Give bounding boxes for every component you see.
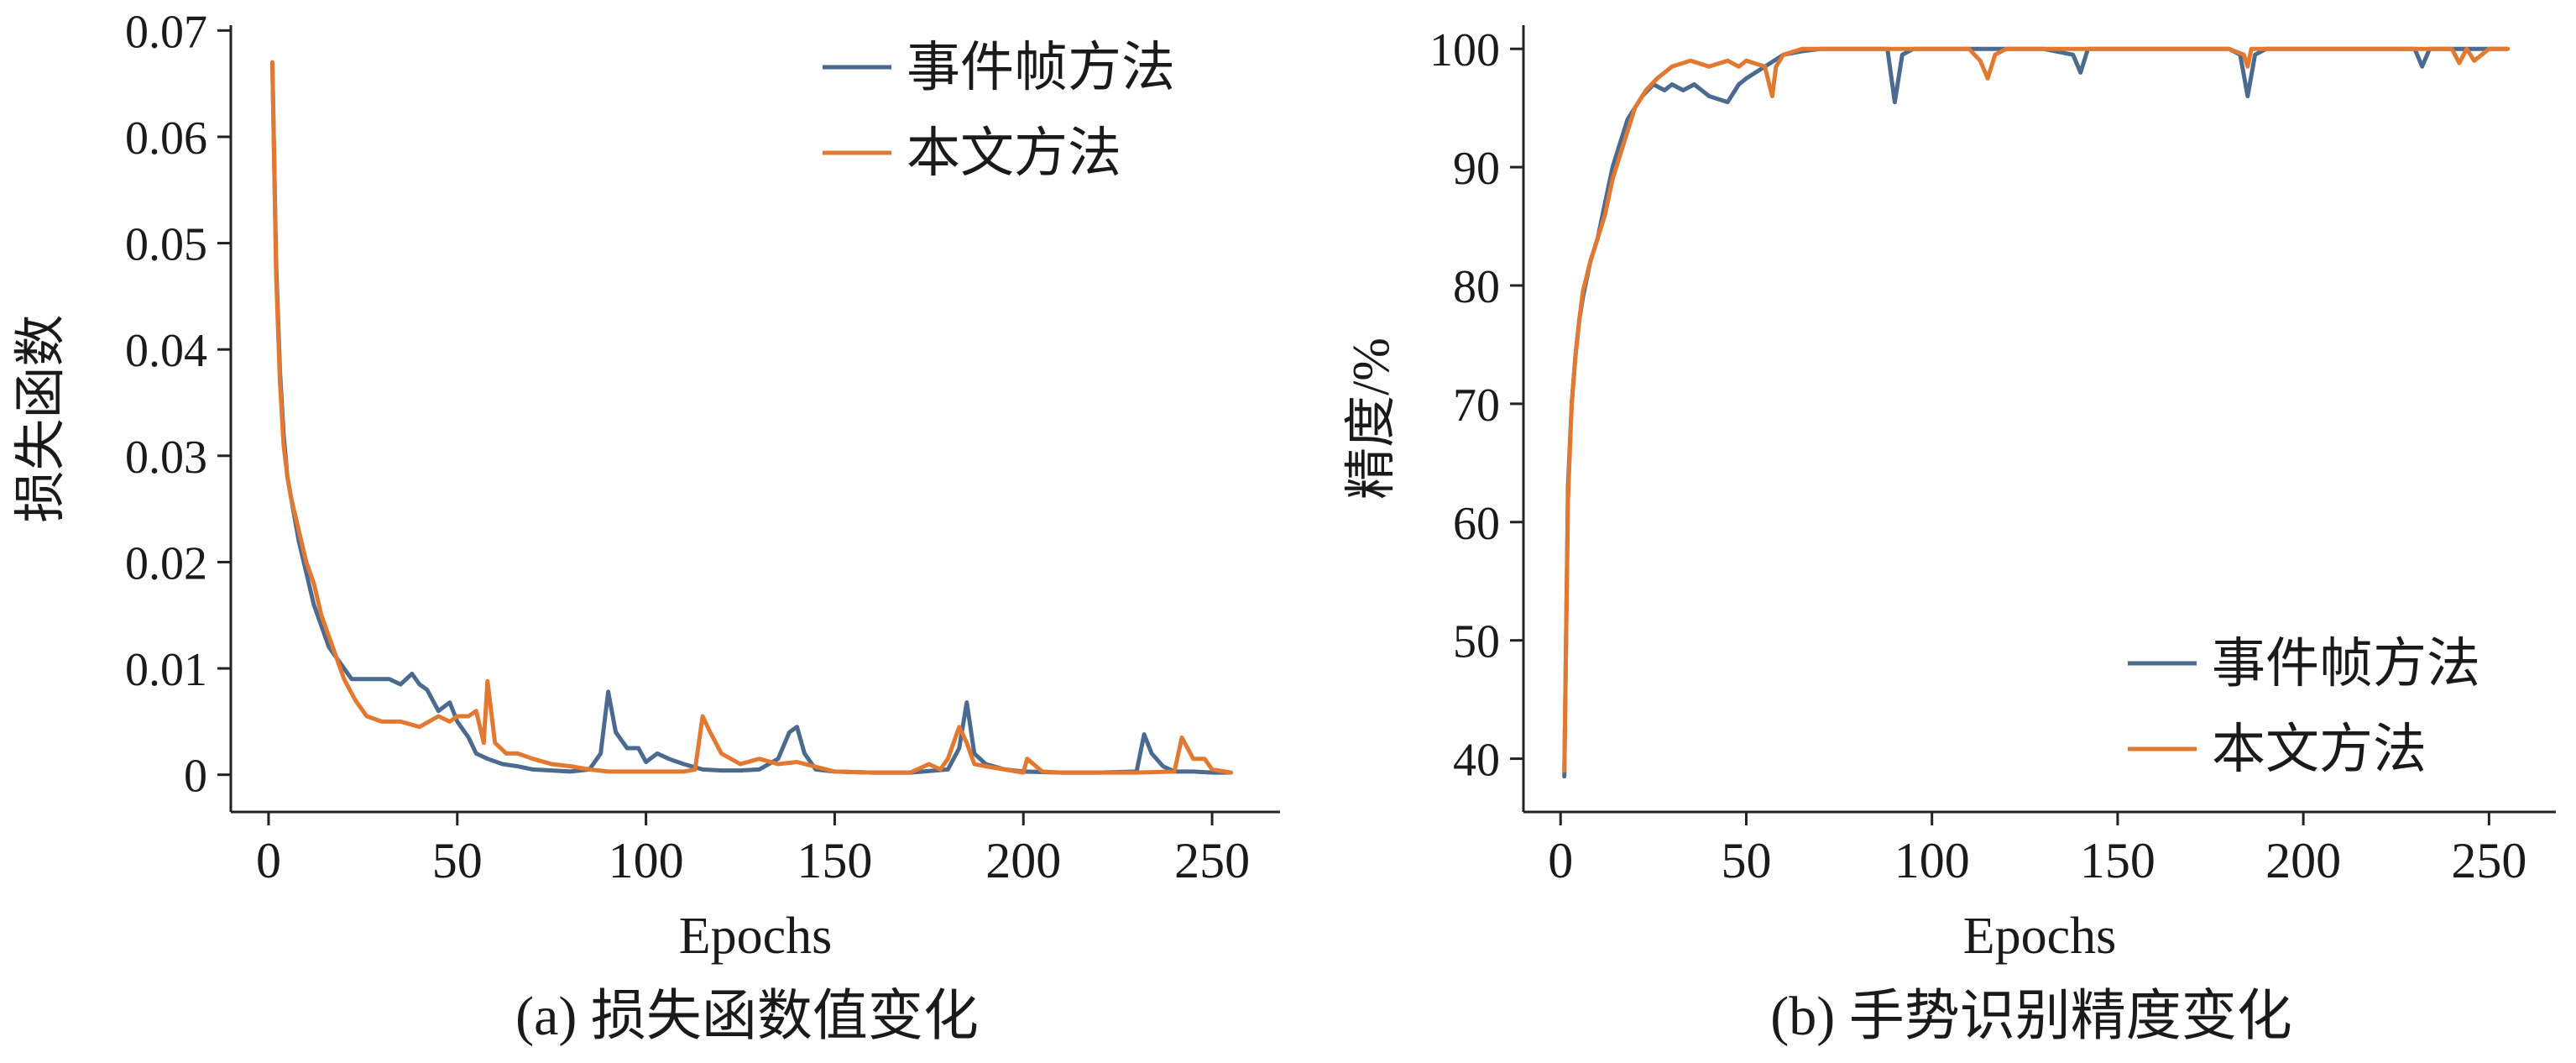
legend-label-1: 事件帧方法 <box>907 38 1175 97</box>
x-tick-label: 100 <box>609 833 684 888</box>
x-tick-label: 50 <box>1721 833 1771 888</box>
x-tick-label: 0 <box>256 833 281 888</box>
y-tick-label: 80 <box>1453 261 1500 313</box>
y-tick-label: 50 <box>1453 616 1500 668</box>
x-tick-label: 150 <box>2080 833 2155 888</box>
loss-chart: 0 50 100 150 200 250 0 0.01 0.02 0.03 0.04 0.05 0.06… <box>13 6 1280 1047</box>
x-tick-label: 200 <box>2265 833 2341 888</box>
legend-label-2: 本文方法 <box>2212 720 2427 779</box>
x-axis-label: Epochs <box>679 908 833 965</box>
y-tick-label: 0.01 <box>125 644 207 696</box>
series-line-2 <box>1562 46 2510 773</box>
accuracy-chart: 0 50 100 150 200 250 40 50 60 70 80 90 100 Epochs 精度/%… <box>1343 24 2556 1047</box>
y-tick-label: 90 <box>1453 143 1500 195</box>
y-tick-label: 0.07 <box>125 6 207 58</box>
y-tick-label: 0.06 <box>125 113 207 165</box>
x-tick-label: 150 <box>797 833 872 888</box>
y-tick-label: 0.03 <box>125 432 207 484</box>
x-tick-label: 0 <box>1548 833 1573 888</box>
legend-label-1: 事件帧方法 <box>2212 634 2480 694</box>
chart-caption: (a) 损失函数值变化 <box>515 986 979 1047</box>
y-tick-label: 60 <box>1453 498 1500 550</box>
y-tick-label: 40 <box>1453 735 1500 787</box>
x-tick-label: 250 <box>2451 833 2526 888</box>
y-tick-label: 0.05 <box>125 219 207 271</box>
x-tick-label: 50 <box>432 833 483 888</box>
y-tick-label: 0.02 <box>125 537 207 589</box>
y-tick-label: 0.04 <box>125 325 207 377</box>
y-axis-label: 精度/% <box>1343 338 1400 500</box>
series-line-2 <box>270 60 1233 775</box>
y-tick-label: 0 <box>184 751 207 803</box>
x-tick-label: 100 <box>1894 833 1970 888</box>
x-tick-label: 200 <box>985 833 1061 888</box>
y-axis-label: 损失函数 <box>13 314 70 522</box>
x-tick-label: 250 <box>1174 833 1250 888</box>
x-axis-label: Epochs <box>1963 908 2117 965</box>
chart-caption: (b) 手势识别精度变化 <box>1770 986 2291 1047</box>
y-tick-label: 70 <box>1453 380 1500 432</box>
y-tick-label: 100 <box>1429 24 1500 76</box>
legend-label-2: 本文方法 <box>907 123 1121 183</box>
